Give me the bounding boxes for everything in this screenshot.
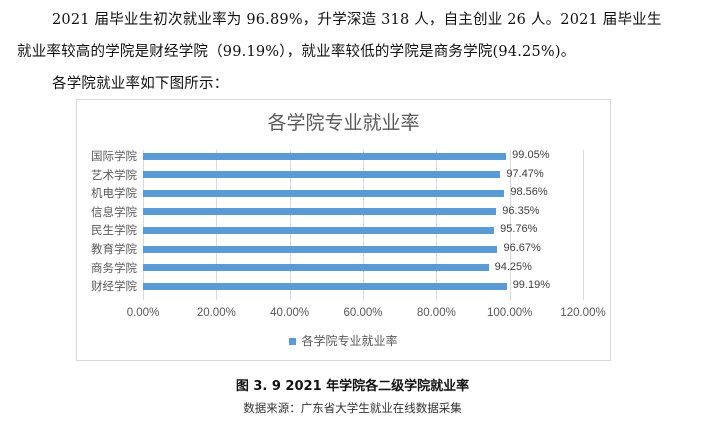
x-tick-label: 0.00% (126, 307, 160, 319)
category-label: 商务学院 (91, 260, 137, 275)
paragraph-line-1: 2021 届毕业生初次就业率为 96.89%，升学深造 318 人，自主创业 2… (52, 12, 662, 28)
bar (143, 264, 489, 272)
category-label: 机电学院 (91, 186, 137, 201)
x-tick-label: 80.00% (416, 307, 456, 319)
category-label: 国际学院 (91, 149, 137, 163)
gridline (509, 150, 511, 300)
data-label: 99.19% (512, 279, 550, 292)
figure-caption: 图 3. 9 2021 年学院各二级学院就业率 (235, 379, 470, 394)
gridline (363, 150, 364, 300)
legend-swatch-icon (289, 338, 297, 345)
chart-title: 各学院专业就业率 (267, 112, 420, 134)
chart-legend: 各学院专业就业率 (77, 332, 610, 349)
paragraph-line-2: 就业率较高的学院是财经学院（99.19%），就业率较低的学院是商务学院(94.2… (17, 44, 576, 60)
gridline (289, 150, 291, 300)
category-label: 艺术学院 (91, 167, 137, 182)
paragraph-line-3: 各学院就业率如下图所示： (52, 76, 229, 92)
x-tick-label: 20.00% (196, 307, 236, 319)
data-label: 94.25% (494, 260, 532, 273)
data-label: 95.76% (500, 223, 538, 236)
data-label: 97.47% (506, 167, 544, 180)
x-tick-label: 120.00% (560, 307, 606, 319)
category-label: 财经学院 (91, 279, 137, 294)
gridline (436, 150, 438, 300)
category-label: 民生学院 (91, 223, 137, 238)
bar (143, 226, 495, 234)
data-label: 96.35% (502, 204, 540, 217)
gridline (143, 150, 144, 300)
legend-label: 各学院专业就业率 (301, 334, 398, 348)
bar (143, 208, 497, 216)
x-tick-label: 60.00% (343, 307, 383, 319)
category-label: 信息学院 (91, 204, 137, 219)
x-tick-label: 100.00% (486, 307, 533, 319)
data-source: 数据来源：广东省大学生就业在线数据采集 (243, 401, 462, 415)
x-tick-label: 40.00% (270, 307, 310, 319)
bar (143, 189, 505, 197)
bar (143, 152, 507, 160)
bar-chart: 各学院专业就业率 各学院专业就业率 0.00% 20.00% 40.00% 60.00… (76, 99, 611, 361)
bar (143, 282, 507, 290)
data-label: 98.56% (510, 186, 548, 199)
category-label: 教育学院 (91, 242, 137, 256)
data-label: 99.05% (512, 149, 550, 161)
gridline (583, 150, 584, 300)
bar (143, 171, 501, 179)
gridline (216, 150, 218, 300)
data-label: 96.67% (503, 242, 541, 254)
bar (143, 245, 498, 253)
